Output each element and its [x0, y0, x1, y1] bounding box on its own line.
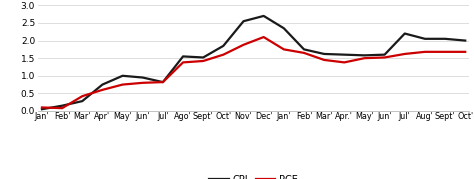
PCE [462, 51, 468, 53]
CPI [442, 38, 448, 40]
PCE [382, 56, 387, 59]
PCE [100, 89, 105, 91]
PCE [241, 44, 246, 46]
PCE [261, 36, 266, 38]
PCE [402, 53, 408, 55]
PCE [422, 51, 428, 53]
CPI [261, 15, 266, 17]
PCE [39, 106, 45, 108]
CPI [301, 48, 307, 50]
CPI [281, 27, 287, 29]
CPI [362, 54, 367, 56]
Legend: CPI, PCE: CPI, PCE [205, 171, 302, 179]
CPI [120, 75, 126, 77]
PCE [301, 52, 307, 54]
PCE [59, 107, 65, 109]
CPI [341, 54, 347, 56]
CPI [80, 100, 85, 102]
Line: PCE: PCE [42, 37, 465, 108]
CPI [59, 105, 65, 107]
PCE [120, 83, 126, 86]
CPI [39, 108, 45, 110]
CPI [160, 81, 166, 83]
Line: CPI: CPI [42, 16, 465, 109]
CPI [140, 76, 146, 79]
CPI [220, 45, 226, 47]
CPI [462, 40, 468, 42]
PCE [442, 51, 448, 53]
CPI [402, 32, 408, 35]
PCE [321, 59, 327, 61]
CPI [241, 20, 246, 22]
PCE [220, 54, 226, 56]
PCE [80, 95, 85, 97]
CPI [180, 55, 186, 57]
CPI [100, 83, 105, 86]
PCE [160, 81, 166, 83]
CPI [422, 38, 428, 40]
CPI [382, 54, 387, 56]
PCE [140, 82, 146, 84]
PCE [180, 61, 186, 64]
PCE [362, 57, 367, 59]
PCE [341, 61, 347, 64]
PCE [201, 60, 206, 62]
PCE [281, 48, 287, 50]
CPI [201, 56, 206, 59]
CPI [321, 53, 327, 55]
